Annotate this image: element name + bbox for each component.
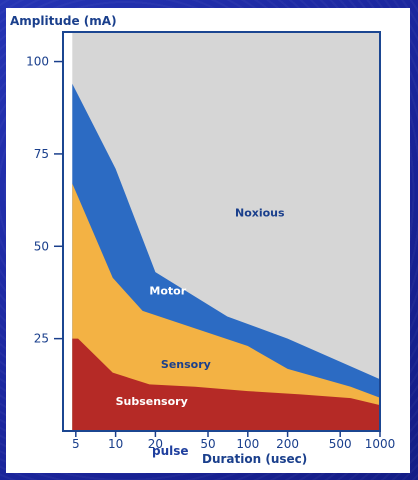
region-label-sensory: Sensory [161, 358, 211, 371]
y-tick-label: 50 [34, 239, 49, 253]
region-subsensory [72, 338, 381, 431]
y-tick-label: 100 [26, 55, 49, 69]
pulse-marker-line [161, 462, 163, 473]
region-label-motor: Motor [149, 284, 186, 297]
x-tick-label: 50 [200, 437, 215, 451]
x-tick-label: 10 [108, 437, 123, 451]
region-sensory [72, 183, 381, 431]
region-label-subsensory: Subsensory [116, 395, 188, 408]
pulse-annotation: pulse [152, 444, 189, 458]
x-tick-label: 200 [276, 437, 299, 451]
chart-panel: Subsensory Sensory Motor Noxious 25 50 75 100 … [6, 8, 410, 473]
y-axis-label: Amplitude (mA) [10, 14, 117, 28]
x-axis-label: Duration (usec) [202, 452, 307, 466]
x-tick-label: 20 [148, 437, 163, 451]
x-tick-label: 5 [72, 437, 80, 451]
y-tick-label: 75 [34, 147, 49, 161]
region-label-noxious: Noxious [235, 207, 285, 220]
plot-frame [62, 31, 381, 432]
x-tick-label: 500 [329, 437, 352, 451]
y-tick-label: 25 [34, 332, 49, 346]
x-tick-label: 100 [236, 437, 259, 451]
x-tick-label: 1000 [365, 437, 396, 451]
